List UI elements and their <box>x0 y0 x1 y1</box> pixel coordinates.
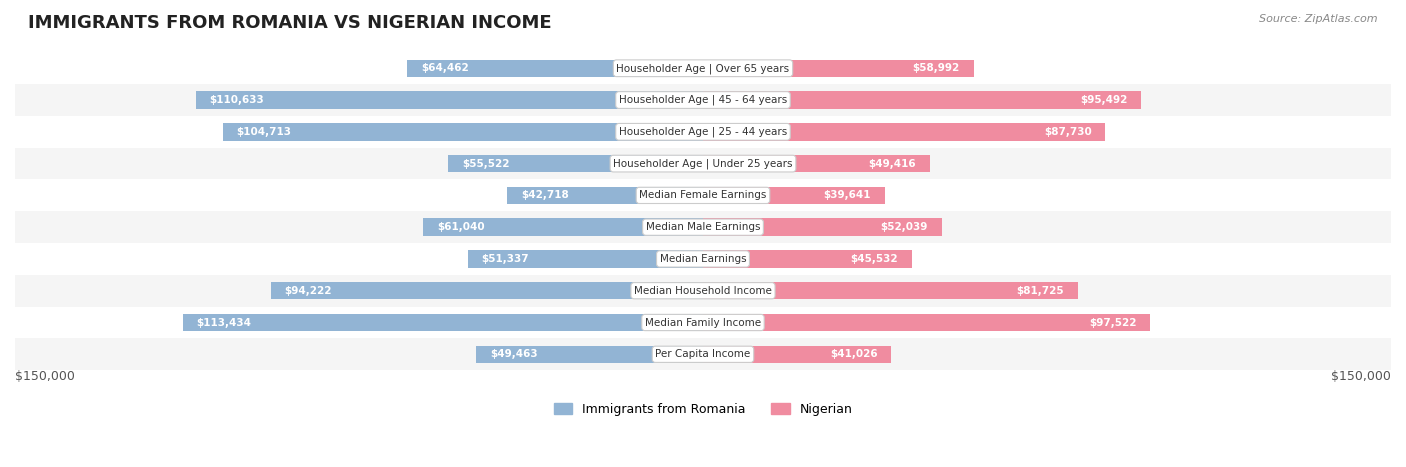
Bar <box>477 346 703 363</box>
Bar <box>703 59 973 77</box>
Bar <box>423 219 703 236</box>
Bar <box>703 282 1078 299</box>
Text: $45,532: $45,532 <box>851 254 898 264</box>
Text: $97,522: $97,522 <box>1090 318 1136 327</box>
Legend: Immigrants from Romania, Nigerian: Immigrants from Romania, Nigerian <box>548 398 858 421</box>
Text: Householder Age | 25 - 44 years: Householder Age | 25 - 44 years <box>619 127 787 137</box>
Bar <box>508 187 703 204</box>
Text: Householder Age | Under 25 years: Householder Age | Under 25 years <box>613 158 793 169</box>
Text: Householder Age | 45 - 64 years: Householder Age | 45 - 64 years <box>619 95 787 105</box>
Bar <box>15 243 1391 275</box>
Text: $41,026: $41,026 <box>830 349 877 359</box>
Text: $150,000: $150,000 <box>15 370 75 383</box>
Text: Median Earnings: Median Earnings <box>659 254 747 264</box>
Text: $51,337: $51,337 <box>481 254 529 264</box>
Bar <box>703 155 929 172</box>
Bar <box>408 59 703 77</box>
Bar <box>703 187 884 204</box>
Bar <box>15 275 1391 307</box>
Bar <box>468 250 703 268</box>
Text: Median Household Income: Median Household Income <box>634 286 772 296</box>
Text: $104,713: $104,713 <box>236 127 291 137</box>
Bar <box>183 314 703 331</box>
Text: $49,416: $49,416 <box>869 159 915 169</box>
Text: $113,434: $113,434 <box>197 318 252 327</box>
Bar <box>703 219 942 236</box>
Text: Median Family Income: Median Family Income <box>645 318 761 327</box>
Text: $42,718: $42,718 <box>520 191 568 200</box>
Text: Source: ZipAtlas.com: Source: ZipAtlas.com <box>1260 14 1378 24</box>
Text: Per Capita Income: Per Capita Income <box>655 349 751 359</box>
Bar <box>15 116 1391 148</box>
Text: Median Male Earnings: Median Male Earnings <box>645 222 761 232</box>
Bar <box>15 148 1391 179</box>
Text: $55,522: $55,522 <box>463 159 509 169</box>
Text: $87,730: $87,730 <box>1043 127 1091 137</box>
Bar <box>15 84 1391 116</box>
Bar <box>271 282 703 299</box>
Bar <box>222 123 703 141</box>
Text: $61,040: $61,040 <box>437 222 485 232</box>
Text: $49,463: $49,463 <box>489 349 537 359</box>
Text: IMMIGRANTS FROM ROMANIA VS NIGERIAN INCOME: IMMIGRANTS FROM ROMANIA VS NIGERIAN INCO… <box>28 14 551 32</box>
Text: $81,725: $81,725 <box>1017 286 1064 296</box>
Text: $39,641: $39,641 <box>824 191 872 200</box>
Bar <box>15 307 1391 339</box>
Text: Median Female Earnings: Median Female Earnings <box>640 191 766 200</box>
Bar <box>195 91 703 109</box>
Text: Householder Age | Over 65 years: Householder Age | Over 65 years <box>616 63 790 73</box>
Text: $64,462: $64,462 <box>420 63 468 73</box>
Text: $58,992: $58,992 <box>912 63 960 73</box>
Bar <box>449 155 703 172</box>
Bar <box>703 314 1150 331</box>
Bar <box>15 52 1391 84</box>
Bar <box>703 250 912 268</box>
Bar <box>703 346 891 363</box>
Bar <box>15 211 1391 243</box>
Bar <box>703 91 1142 109</box>
Text: $150,000: $150,000 <box>1331 370 1391 383</box>
Text: $94,222: $94,222 <box>284 286 332 296</box>
Text: $110,633: $110,633 <box>209 95 264 105</box>
Bar <box>703 123 1105 141</box>
Text: $95,492: $95,492 <box>1080 95 1128 105</box>
Text: $52,039: $52,039 <box>880 222 928 232</box>
Bar <box>15 339 1391 370</box>
Bar <box>15 179 1391 211</box>
